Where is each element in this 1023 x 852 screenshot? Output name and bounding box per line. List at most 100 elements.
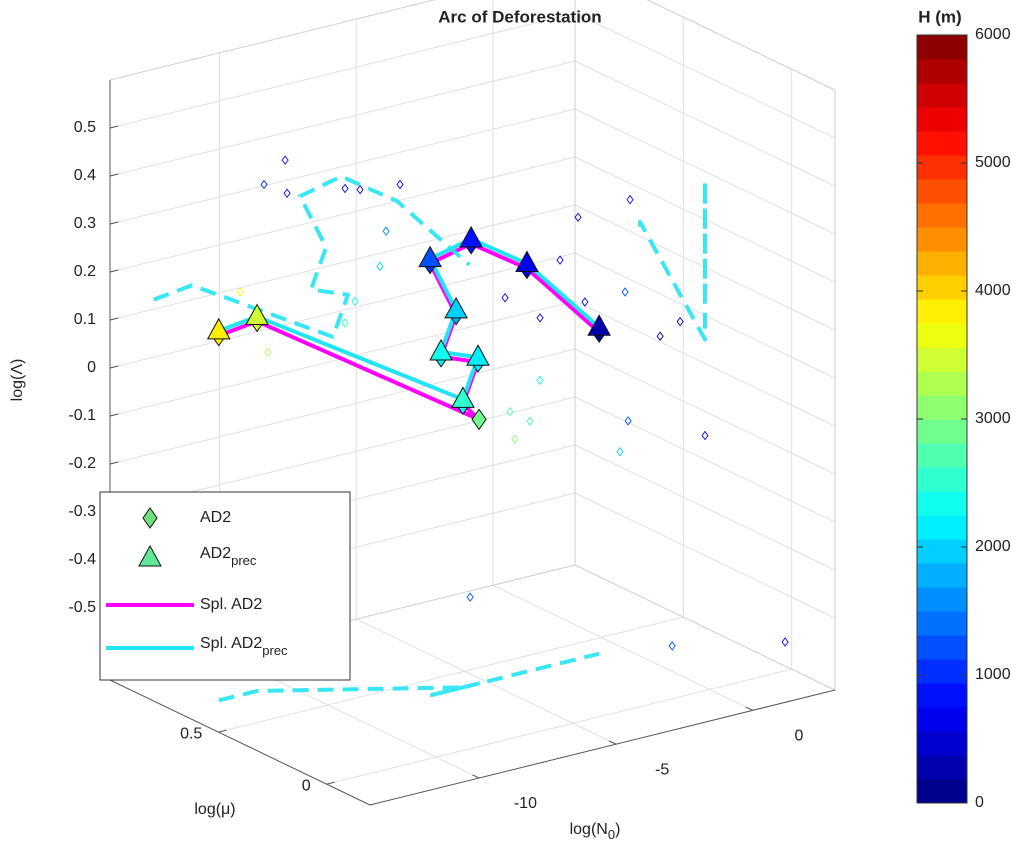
colorbar: 0 1000 2000 3000 4000 5000 6000 bbox=[916, 26, 1011, 811]
colorbar-band bbox=[917, 395, 967, 420]
colorbar-band bbox=[917, 443, 967, 468]
grid-line bbox=[574, 492, 836, 619]
triangle-marker bbox=[587, 314, 611, 336]
scatter-point bbox=[511, 434, 519, 445]
grid-line bbox=[109, 156, 576, 273]
z-tick bbox=[109, 221, 119, 225]
z-tick bbox=[109, 461, 119, 465]
grid-line bbox=[218, 616, 684, 733]
scatter-point bbox=[341, 318, 349, 328]
colorbar-band bbox=[917, 83, 967, 108]
scatter-point bbox=[281, 155, 289, 165]
colorbar-band bbox=[917, 731, 967, 756]
scatter-point bbox=[556, 255, 564, 265]
scatter-point bbox=[536, 375, 544, 386]
colorbar-band bbox=[917, 347, 967, 372]
scatter-point bbox=[341, 183, 349, 194]
z-tick bbox=[109, 173, 119, 177]
z-tick bbox=[109, 269, 119, 273]
grid-line bbox=[109, 60, 576, 177]
colorbar-band bbox=[917, 491, 967, 516]
colorbar-band bbox=[917, 251, 967, 276]
grid-line bbox=[109, 108, 576, 225]
y-tick bbox=[326, 781, 335, 785]
triangle-marker bbox=[451, 386, 475, 408]
grid-line bbox=[355, 618, 617, 745]
box-edge bbox=[109, 0, 436, 81]
x-axis bbox=[369, 689, 836, 806]
colorbar-tick-label: 1000 bbox=[975, 666, 1011, 683]
colorbar-band bbox=[917, 611, 967, 636]
scatter-point bbox=[396, 179, 404, 190]
colorbar-band bbox=[917, 131, 967, 156]
grid-line bbox=[109, 252, 576, 369]
colorbar-band bbox=[917, 779, 967, 804]
colorbar-band bbox=[917, 707, 967, 732]
grid-line bbox=[574, 396, 836, 523]
scatter-point bbox=[382, 226, 390, 236]
legend-name: AD2 bbox=[200, 545, 231, 562]
y-tick-label: 0 bbox=[302, 777, 311, 794]
z-tick-label: 0 bbox=[87, 359, 96, 376]
legend-sub: prec bbox=[262, 643, 288, 658]
colorbar-band bbox=[917, 227, 967, 252]
colorbar-tick-label: 5000 bbox=[975, 154, 1011, 171]
colorbar-tick-label: 3000 bbox=[975, 410, 1011, 427]
scatter-point bbox=[526, 416, 534, 426]
box-edge bbox=[574, 564, 836, 691]
scatter-point bbox=[668, 641, 676, 651]
y-axis-label: log(μ) bbox=[194, 801, 235, 818]
z-tick-label: 0.3 bbox=[74, 215, 96, 232]
scatter-point bbox=[501, 293, 509, 303]
y-tick bbox=[218, 729, 227, 733]
grid-line bbox=[492, 584, 754, 711]
spline bbox=[216, 241, 602, 422]
box-edge bbox=[646, 0, 836, 91]
scatter-point bbox=[376, 261, 384, 272]
scatter-point bbox=[621, 287, 629, 297]
legend-label: AD2prec bbox=[200, 545, 257, 568]
legend-marker bbox=[142, 507, 158, 529]
z-tick-label: -0.3 bbox=[68, 503, 96, 520]
z-tick-label: 0.5 bbox=[74, 119, 96, 136]
colorbar-band bbox=[917, 275, 967, 300]
y-tick-label: 0.5 bbox=[180, 725, 202, 742]
colorbar-band bbox=[917, 35, 967, 60]
colorbar-band bbox=[917, 467, 967, 492]
z-axis-label: log(Λ) bbox=[9, 359, 26, 402]
legend-label: AD2 bbox=[200, 509, 231, 526]
colorbar-band bbox=[917, 515, 967, 540]
triangle-marker bbox=[418, 245, 442, 268]
z-tick-label: -0.1 bbox=[68, 407, 96, 424]
x-axis-label: log(N0) bbox=[570, 821, 621, 842]
legend-marker bbox=[138, 544, 162, 567]
scatter-point bbox=[356, 184, 364, 195]
z-tick-label: 0.1 bbox=[74, 311, 96, 328]
scatter-point bbox=[283, 188, 291, 199]
scatter-point bbox=[624, 416, 632, 426]
scatter-point bbox=[574, 212, 582, 223]
colorbar-band bbox=[917, 635, 967, 660]
z-tick-label: -0.5 bbox=[68, 599, 96, 616]
z-tick-label: -0.2 bbox=[68, 455, 96, 472]
scatter-point bbox=[236, 287, 244, 297]
colorbar-band bbox=[917, 59, 967, 84]
legend-sub: prec bbox=[231, 553, 257, 568]
grid-line bbox=[109, 204, 576, 321]
triangle-marker bbox=[429, 338, 453, 361]
x-label-sub: 0 bbox=[608, 827, 615, 842]
colorbar-tick-label: 6000 bbox=[975, 26, 1011, 43]
colorbar-band bbox=[917, 203, 967, 228]
scatter-point bbox=[260, 179, 268, 190]
scatter-point bbox=[351, 296, 359, 307]
legend-label: Spl. AD2prec bbox=[200, 635, 288, 658]
x-label-text: log(N bbox=[570, 821, 608, 838]
x-tick-label: -5 bbox=[655, 761, 669, 778]
legend-name: Spl. AD2 bbox=[200, 635, 262, 652]
colorbar-tick-label: 0 bbox=[975, 794, 984, 811]
spline-projection bbox=[153, 174, 471, 339]
spline-projection bbox=[638, 179, 707, 342]
colorbar-band bbox=[917, 587, 967, 612]
grid-line bbox=[574, 300, 836, 427]
